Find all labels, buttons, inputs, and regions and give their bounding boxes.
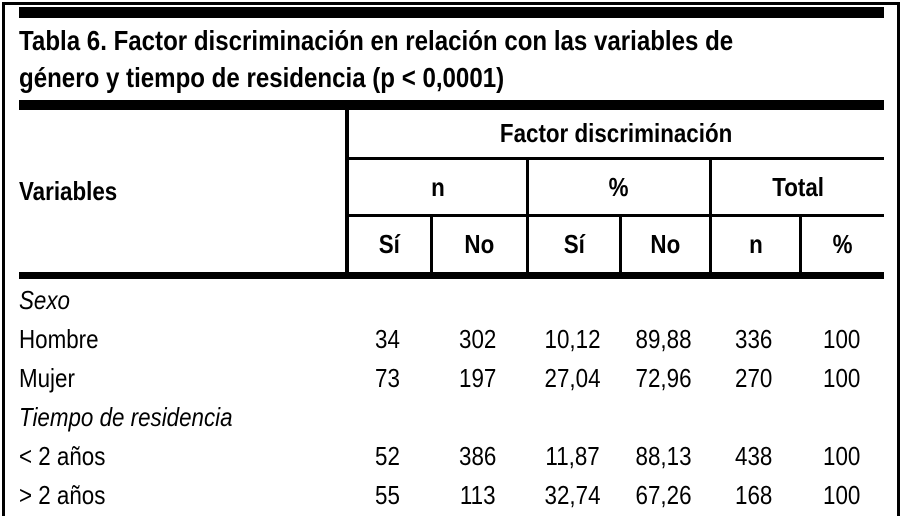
table-cell: 55 xyxy=(375,480,400,510)
table-cell: 27,04 xyxy=(544,363,601,393)
header-subgroup-n: n xyxy=(345,160,526,217)
table-cell: 270 xyxy=(735,363,773,393)
table-row-tiempo-de-residencia: Tiempo de residencia xyxy=(19,398,884,437)
table-cell: 438 xyxy=(735,441,773,471)
table-cell xyxy=(799,398,884,437)
table-title: Tabla 6. Factor discriminación en relaci… xyxy=(19,18,884,100)
row-label: Mujer xyxy=(19,363,75,393)
table-cell: 52 xyxy=(375,441,400,471)
table-row-sexo: Sexo xyxy=(19,281,884,320)
header-col-no-percent: No xyxy=(619,217,709,272)
table-cell xyxy=(526,398,619,437)
table-title-line1: Tabla 6. Factor discriminación en relaci… xyxy=(19,25,734,56)
header-col-si-percent: Sí xyxy=(526,217,619,272)
row-label: > 2 años xyxy=(19,480,106,510)
table-cell xyxy=(345,398,430,437)
table-title-line2: género y tiempo de residencia (p < 0,000… xyxy=(19,62,505,93)
table-cell: 32,74 xyxy=(544,480,601,510)
table-cell: 100 xyxy=(822,480,861,510)
table-row-menos-2-anos: < 2 años 52 386 11,87 88,13 438 100 xyxy=(19,437,884,476)
table-row-mas-2-anos: > 2 años 55 113 32,74 67,26 168 100 xyxy=(19,476,884,515)
header-col-si-n: Sí xyxy=(345,217,430,272)
table-cell: 67,26 xyxy=(636,480,692,510)
row-label: Tiempo de residencia xyxy=(19,402,233,432)
table-header: Variables Factor discriminación n % Tota… xyxy=(19,110,884,272)
header-col-total-percent: % xyxy=(799,217,884,272)
header-subgroup-total: Total xyxy=(709,160,884,217)
header-col-total-n: n xyxy=(709,217,799,272)
table-cell: 100 xyxy=(822,441,861,471)
table-cell: 336 xyxy=(735,324,773,354)
title-rule xyxy=(19,100,884,110)
table-cell: 386 xyxy=(459,441,497,471)
table-cell: 72,96 xyxy=(636,363,692,393)
table-cell xyxy=(709,281,799,320)
table-cell xyxy=(619,398,709,437)
table-cell: 197 xyxy=(459,363,497,393)
table-cell: 100 xyxy=(822,363,861,393)
top-rule xyxy=(19,7,884,18)
table-cell: 168 xyxy=(735,480,773,510)
table-body: Sexo Hombre 34 302 10,12 89,88 336 100 M… xyxy=(19,279,884,515)
table-cell: 89,88 xyxy=(636,324,692,354)
table-cell xyxy=(430,398,526,437)
table-cell: 113 xyxy=(460,480,496,510)
table-cell: 302 xyxy=(459,324,497,354)
table-row-mujer: Mujer 73 197 27,04 72,96 270 100 xyxy=(19,359,884,398)
table-cell: 73 xyxy=(375,363,400,393)
header-group-factor-discriminacion: Factor discriminación xyxy=(345,110,884,160)
row-label: Hombre xyxy=(19,324,99,354)
table-cell: 10,12 xyxy=(544,324,601,354)
table-cell xyxy=(799,281,884,320)
row-label: Sexo xyxy=(19,285,70,315)
header-variables: Variables xyxy=(19,175,118,206)
header-col-no-n: No xyxy=(430,217,526,272)
table-cell xyxy=(619,281,709,320)
row-label: < 2 años xyxy=(19,441,106,471)
table-cell: 88,13 xyxy=(636,441,692,471)
table-cell: 100 xyxy=(822,324,861,354)
table-cell xyxy=(430,281,526,320)
table-cell xyxy=(709,398,799,437)
table-cell: 11,87 xyxy=(545,441,600,471)
table-cell xyxy=(345,281,430,320)
header-body-rule xyxy=(19,272,884,279)
header-subgroup-percent: % xyxy=(526,160,709,217)
table-cell: 34 xyxy=(375,324,400,354)
table-row-hombre: Hombre 34 302 10,12 89,88 336 100 xyxy=(19,320,884,359)
table-cell xyxy=(526,281,619,320)
